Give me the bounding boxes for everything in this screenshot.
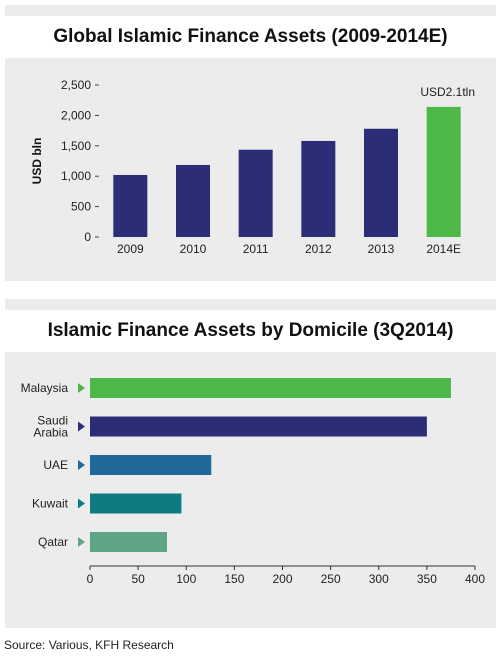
y-tick-label: 1,000 [61, 169, 91, 183]
x-tick-label: 2012 [305, 242, 332, 256]
y-category-label: Malaysia [21, 381, 69, 395]
y-category-label: Qatar [38, 535, 68, 549]
x-tick-label: 2013 [368, 242, 395, 256]
y-tick-label: 500 [71, 200, 91, 214]
x-tick-label: 200 [272, 572, 292, 586]
x-tick-label: 100 [176, 572, 196, 586]
bar [176, 164, 210, 237]
assets-chart-panel: Global Islamic Finance Assets (2009-2014… [5, 5, 496, 281]
category-marker-icon [78, 537, 85, 547]
assets-bar-chart: 0 500 1,000 1,500 2,000 2,500 USD bln 2009 2010 2… [30, 78, 475, 256]
bar [238, 149, 273, 237]
chart-title: Global Islamic Finance Assets (2009-2014… [5, 16, 496, 58]
bar [90, 378, 451, 398]
category-marker-icon [78, 383, 85, 393]
y-tick-label: 2,000 [61, 108, 91, 122]
x-tick-label: 50 [131, 572, 145, 586]
x-tick-label: 250 [321, 572, 341, 586]
y-category-label: Arabia [33, 426, 68, 440]
x-tick-label: 2011 [243, 242, 269, 256]
y-tick-label: 1,500 [61, 139, 91, 153]
x-tick-label: 2010 [180, 242, 207, 256]
y-tick-label: 2,500 [61, 78, 91, 92]
category-marker-icon [78, 498, 85, 509]
x-tick-label: 2009 [117, 242, 144, 256]
x-tick-label: 2014E [426, 242, 461, 256]
y-category-label: Saudi [37, 414, 68, 428]
category-marker-icon [78, 460, 85, 470]
bar [90, 493, 182, 514]
y-category-label: Kuwait [32, 497, 69, 511]
bar [364, 128, 398, 237]
source-note: Source: Various, KFH Research [4, 638, 174, 652]
y-category-label: UAE [43, 458, 68, 472]
y-tick-label: 0 [84, 230, 91, 244]
y-axis-label: USD bln [30, 138, 44, 185]
x-tick-label: 300 [369, 572, 389, 586]
x-tick-label: 150 [224, 572, 244, 586]
chart-title: Islamic Finance Assets by Domicile (3Q20… [5, 310, 496, 352]
bar [113, 174, 148, 237]
x-tick-label: 400 [465, 572, 485, 586]
bar [426, 106, 461, 237]
data-annotation: USD2.1tln [420, 85, 475, 99]
category-marker-icon [78, 421, 85, 432]
bar [90, 455, 212, 475]
x-tick-label: 350 [417, 572, 437, 586]
x-tick-label: 0 [87, 572, 94, 586]
domicile-chart-panel: Islamic Finance Assets by Domicile (3Q20… [5, 299, 496, 628]
bar [301, 140, 336, 237]
domicile-bar-chart: 0 50 100 150 200 250 300 350 400 Malaysia SaudiAra… [21, 378, 485, 586]
bar [90, 416, 427, 437]
bar [90, 532, 167, 552]
